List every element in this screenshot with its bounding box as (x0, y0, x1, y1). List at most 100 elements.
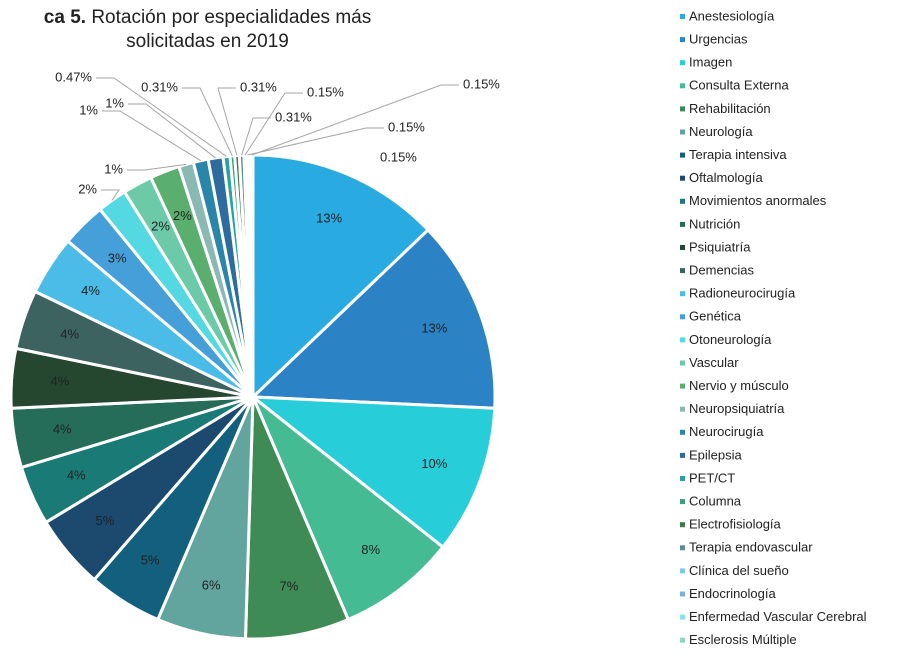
legend-label: Movimientos anormales (689, 193, 827, 208)
data-label: 4% (60, 326, 79, 341)
data-label: 3% (108, 250, 127, 265)
legend-swatch (680, 476, 685, 481)
legend-swatch (680, 129, 685, 135)
data-label: 0.31% (240, 79, 277, 94)
legend-swatch (680, 499, 685, 505)
data-label: 0.15% (388, 119, 425, 134)
leader-line (241, 117, 271, 156)
legend-swatch (680, 637, 685, 643)
legend-swatch (680, 106, 685, 112)
data-label: 7% (280, 579, 299, 594)
data-label: 0.15% (307, 84, 344, 99)
legend-swatch (680, 591, 685, 597)
data-label: 4% (53, 421, 72, 436)
leader-line (96, 77, 227, 157)
legend-swatch (680, 60, 685, 66)
data-label: 10% (421, 456, 447, 471)
legend-label: Columna (689, 494, 742, 509)
data-label: 8% (361, 542, 380, 557)
leader-line (244, 92, 303, 156)
legend-swatch (680, 522, 685, 528)
data-label: 0.47% (55, 69, 92, 84)
legend-label: Psiquiatría (689, 239, 751, 254)
data-label: 0.31% (141, 79, 178, 94)
legend-label: Clínica del sueño (689, 563, 789, 578)
legend-swatch (680, 383, 685, 389)
legend-label: Imagen (689, 55, 732, 70)
data-label: 5% (96, 513, 115, 528)
legend-label: Genética (689, 309, 742, 324)
legend-label: Otoneurología (689, 332, 772, 347)
data-label: 6% (202, 577, 221, 592)
title-prefix: ca 5. (43, 7, 87, 28)
legend-swatch (680, 14, 685, 19)
data-label: 0.15% (380, 149, 417, 164)
legend-swatch (680, 152, 685, 158)
legend-swatch (680, 314, 685, 320)
data-label: 1% (104, 161, 123, 176)
legend-swatch (680, 291, 685, 297)
legend-label: Terapia intensiva (689, 147, 787, 162)
leader-line (182, 87, 233, 157)
legend-label: Nervio y músculo (689, 378, 789, 393)
leader-line (128, 103, 216, 159)
pie-slice (251, 228, 497, 410)
data-label: 13% (421, 321, 447, 336)
data-label: 5% (141, 552, 160, 567)
pie-slice (243, 395, 350, 641)
data-label: 1% (79, 102, 98, 117)
legend-label: Urgencias (689, 32, 748, 47)
legend-swatch (680, 37, 685, 43)
leader-line (101, 189, 120, 201)
legend-label: Rehabilitación (689, 101, 771, 116)
data-label: 4% (67, 467, 86, 482)
legend-label: Nutrición (689, 216, 740, 231)
legend-label: Electrofisiología (689, 517, 782, 532)
legend-label: Oftalmología (689, 170, 763, 185)
legend-swatch (680, 337, 685, 343)
title-text: Rotación por especialidades más solicita… (91, 7, 372, 52)
data-label: 1% (105, 95, 124, 110)
legend-swatch (680, 568, 685, 574)
legend-label: Terapia endovascular (689, 540, 813, 555)
leader-line (251, 84, 459, 156)
legend-label: Radioneurocirugía (689, 286, 796, 301)
legend-label: Vascular (689, 355, 739, 370)
legend-swatch (680, 198, 685, 204)
leader-line (217, 87, 238, 156)
leader-line (247, 127, 384, 156)
pie-slice (251, 395, 497, 549)
data-label: 0.31% (275, 109, 312, 124)
legend-swatch (680, 268, 685, 274)
leader-line (127, 163, 187, 171)
legend-swatch (680, 221, 685, 227)
legend-swatch (680, 175, 685, 181)
legend-label: Enfermedad Vascular Cerebral (689, 609, 867, 624)
legend-label: Endocrinología (689, 586, 776, 601)
legend-label: Neurología (689, 124, 753, 139)
legend-swatch (680, 360, 685, 366)
chart-title: ca 5. Rotación por especialidades más so… (0, 6, 415, 54)
legend-label: PET/CT (689, 470, 735, 485)
pie-slice (251, 153, 430, 399)
legend-swatch (680, 429, 685, 435)
legend-swatch (680, 245, 685, 250)
data-label: 2% (151, 218, 170, 233)
legend-label: Epilepsia (689, 447, 743, 462)
data-label: 2% (173, 208, 192, 223)
data-label: 4% (81, 283, 100, 298)
data-label: 4% (51, 373, 70, 388)
legend-label: Neuropsiquiatría (689, 401, 785, 416)
legend-swatch (680, 452, 685, 458)
legend-swatch (680, 614, 685, 620)
legend-swatch (680, 406, 685, 412)
data-label: 13% (316, 210, 342, 225)
leader-line (102, 110, 201, 162)
legend-label: Neurocirugía (689, 424, 764, 439)
data-label: 0.15% (463, 76, 500, 91)
data-label: 2% (78, 181, 97, 196)
legend-label: Demencias (689, 263, 755, 278)
legend-swatch (680, 545, 685, 551)
